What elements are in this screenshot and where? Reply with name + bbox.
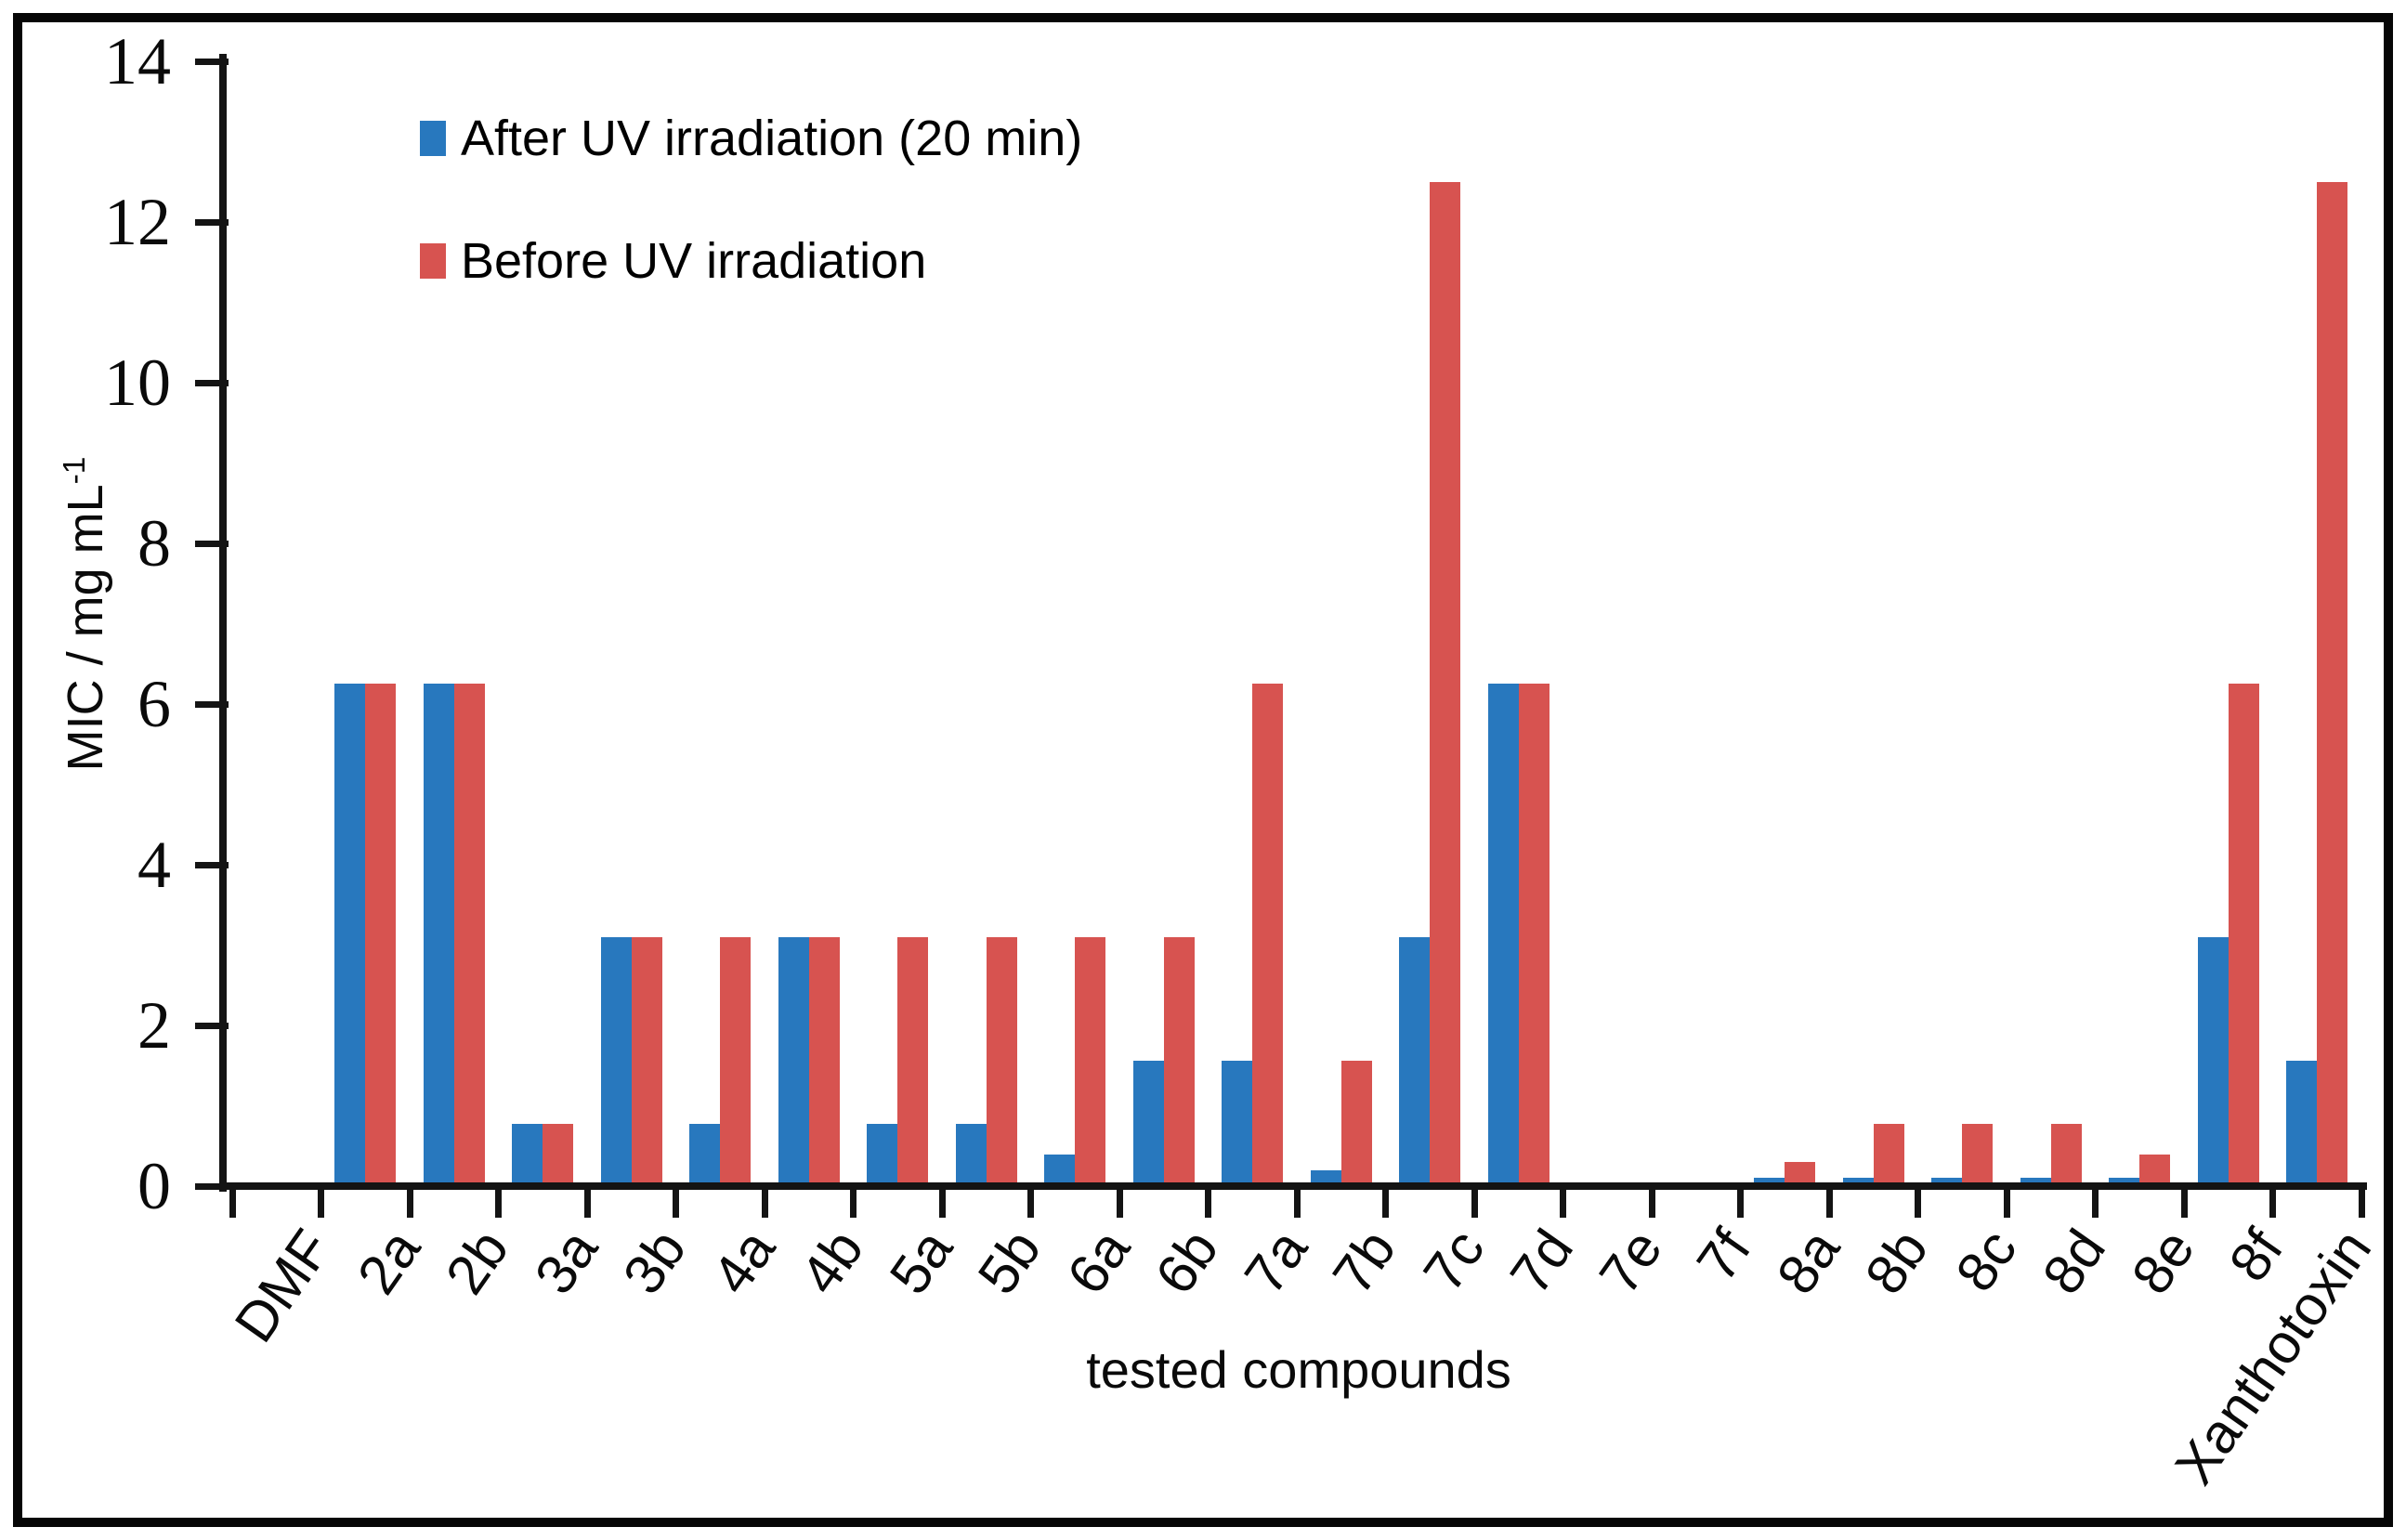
bar-after-2b [423,684,454,1186]
y-axis-title-base: MIC / mg mL [58,484,113,772]
y-tick-mark [195,1182,229,1190]
bar-after-8d [2020,1178,2051,1186]
x-tick-mark [1293,1186,1301,1218]
y-tick-label: 2 [137,988,171,1063]
bar-after-5a [867,1123,898,1186]
x-tick-mark [583,1186,591,1218]
y-tick-label: 0 [137,1149,171,1223]
bar-after-4a [689,1123,721,1186]
x-tick-mark [1825,1186,1833,1218]
bar-before-8f [2228,684,2259,1186]
x-tick-mark [1737,1186,1744,1218]
bar-before-Xanthotoxin [2317,181,2348,1186]
x-tick-mark [673,1186,679,1218]
bar-before-8a [1785,1162,1816,1186]
x-axis-title: tested compounds [1086,1340,1511,1399]
bar-after-5b [955,1123,987,1186]
y-tick-label: 6 [137,667,171,741]
bar-before-8e [2139,1155,2171,1186]
y-axis-title: MIC / mg mL-1 [57,57,114,1171]
bar-after-8c [1931,1178,1963,1186]
bar-before-7a [1252,684,1284,1186]
bar-after-3a [512,1123,543,1186]
bar-after-7c [1399,936,1431,1186]
y-tick-mark [195,540,229,547]
bar-before-4a [720,936,752,1186]
x-tick-mark [495,1186,502,1218]
bar-after-Xanthotoxin [2286,1061,2318,1186]
bar-before-6a [1075,936,1106,1186]
x-tick-mark [2269,1186,2276,1218]
x-tick-mark [1027,1186,1034,1218]
x-tick-mark [938,1186,946,1218]
x-tick-mark [1116,1186,1123,1218]
bar-after-6b [1132,1061,1164,1186]
y-tick-mark [195,58,229,65]
bar-after-3b [600,936,632,1186]
bar-before-5b [986,936,1017,1186]
bar-after-7d [1487,684,1519,1186]
bar-before-8b [1873,1123,1904,1186]
bar-before-3b [631,936,662,1186]
bar-after-8e [2109,1178,2140,1186]
legend: After UV irradiation (20 min) Before UV … [420,111,1082,357]
x-tick-mark [2358,1186,2365,1218]
legend-label-after: After UV irradiation (20 min) [461,111,1083,166]
legend-label-before: Before UV irradiation [461,233,927,289]
bar-before-3a [543,1123,574,1186]
x-tick-mark [2180,1186,2188,1218]
bar-after-8b [1842,1178,1874,1186]
bar-after-6a [1044,1155,1076,1186]
legend-item-before: Before UV irradiation [420,234,1082,288]
y-tick-label: 8 [137,506,171,581]
bar-after-7a [1222,1061,1253,1186]
x-tick-mark [1382,1186,1389,1218]
bar-before-7c [1430,181,1461,1186]
bar-before-7b [1340,1061,1372,1186]
x-tick-mark [850,1186,856,1218]
x-tick-mark [2092,1186,2099,1218]
x-axis-line [219,1182,2367,1190]
x-tick-mark [1205,1186,1211,1218]
bar-before-8c [1962,1123,1994,1186]
y-tick-label: 14 [104,24,171,98]
x-tick-mark [318,1186,324,1218]
x-tick-mark [1560,1186,1566,1218]
bar-after-2a [334,684,366,1186]
y-tick-label: 4 [137,828,171,902]
bar-before-2a [365,684,397,1186]
bar-before-6b [1163,936,1195,1186]
y-tick-mark [195,218,229,226]
x-tick-mark [406,1186,413,1218]
x-tick-mark [1915,1186,1921,1218]
figure-border [13,13,2393,1527]
y-axis-line [219,54,227,1192]
y-tick-mark [195,1022,229,1029]
bar-before-7d [1518,684,1550,1186]
legend-swatch-before-icon [420,243,446,279]
y-tick-mark [195,379,229,386]
x-tick-mark [2003,1186,2010,1218]
bar-before-8d [2050,1123,2082,1186]
y-axis-title-exponent: -1 [58,456,92,485]
bar-after-4b [778,936,809,1186]
x-tick-mark [229,1186,236,1218]
bar-before-5a [897,936,929,1186]
y-tick-mark [195,700,229,708]
legend-swatch-after-icon [420,121,446,156]
bar-before-4b [808,936,840,1186]
x-tick-mark [761,1186,768,1218]
bar-after-7b [1310,1169,1341,1186]
y-tick-label: 12 [104,185,171,259]
bar-after-8a [1754,1178,1785,1186]
x-tick-mark [1648,1186,1655,1218]
bar-after-8f [2197,936,2229,1186]
y-tick-label: 10 [104,346,171,420]
bar-before-2b [453,684,485,1186]
legend-item-after: After UV irradiation (20 min) [420,111,1082,165]
y-tick-mark [195,861,229,868]
x-tick-mark [1471,1186,1478,1218]
